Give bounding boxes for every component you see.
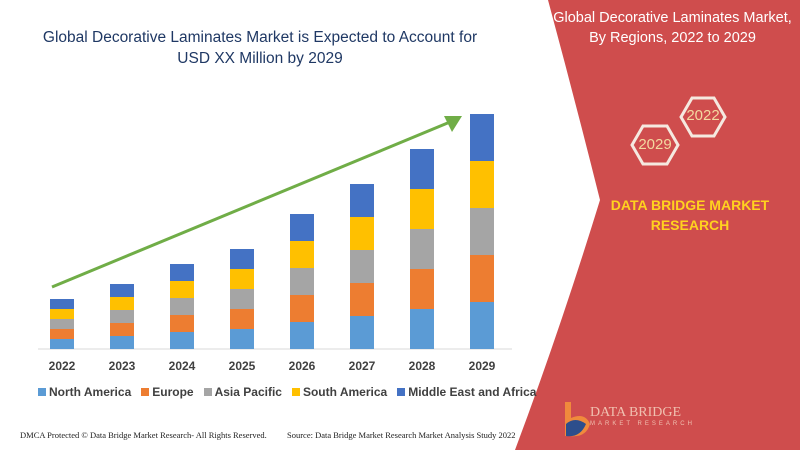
side-panel-title: Global Decorative Laminates Market, By R… [545, 8, 800, 48]
legend: North America Europe Asia Pacific South Ame… [38, 385, 536, 399]
bar-segment-2025-middle-east-and-africa [230, 249, 254, 269]
bar-segment-2023-south-america [110, 297, 134, 310]
bar-segment-2029-south-america [470, 161, 494, 208]
logo-tagline: MARKET RESEARCH [590, 421, 695, 427]
bar-segment-2027-south-america [350, 217, 374, 250]
bar-segment-2027-north-america [350, 316, 374, 349]
hex-label-2029: 2029 [638, 136, 672, 153]
legend-label: Asia Pacific [214, 385, 282, 399]
side-panel-shape [515, 0, 800, 450]
bar-segment-2026-middle-east-and-africa [290, 214, 314, 241]
x-tick-label: 2029 [468, 359, 496, 373]
bar-segment-2023-europe [110, 323, 134, 336]
bar-segment-2022-south-america [50, 309, 74, 319]
source-text: Source: Data Bridge Market Research Mark… [287, 430, 516, 440]
hex-label-2022: 2022 [686, 107, 720, 124]
x-tick-label: 2023 [108, 359, 136, 373]
bar-segment-2029-middle-east-and-africa [470, 114, 494, 161]
title-line-2: USD XX Million by 2029 [177, 50, 343, 67]
logo-name: DATA BRIDGE [590, 405, 682, 420]
title-line-1: Global Decorative Laminates Market is Ex… [42, 29, 478, 46]
legend-label: Middle East and Africa [408, 385, 537, 399]
brand-line-1: DATA BRIDGE MARKET [610, 197, 770, 213]
bar-segment-2025-europe [230, 309, 254, 329]
brand-line-2: RESEARCH [650, 217, 730, 233]
legend-swatch [141, 388, 150, 396]
bar-segment-2028-europe [410, 269, 434, 309]
brand-text: DATA BRIDGE MARKET RESEARCH [610, 195, 770, 235]
bar-segment-2026-asia-pacific [290, 268, 314, 295]
hexagon-2022 [679, 96, 727, 138]
bar-segment-2023-asia-pacific [110, 310, 134, 323]
bar-segment-2028-asia-pacific [410, 229, 434, 269]
x-tick-label: 2024 [168, 359, 196, 373]
bar-segment-2029-asia-pacific [470, 208, 494, 255]
bar-segment-2027-europe [350, 283, 374, 316]
bar-segment-2027-middle-east-and-africa [350, 184, 374, 217]
legend-label: South America [302, 385, 388, 399]
bar-segment-2029-europe [470, 255, 494, 302]
bar-segment-2026-north-america [290, 322, 314, 349]
trend-arrow [51, 120, 451, 289]
bar-segment-2024-north-america [170, 332, 194, 349]
bar-segment-2024-europe [170, 315, 194, 332]
legend-swatch [38, 388, 46, 396]
bar-segment-2027-asia-pacific [350, 250, 374, 283]
chart-title: Global Decorative Laminates Market is Ex… [20, 27, 500, 69]
bar-segment-2024-middle-east-and-africa [170, 264, 194, 281]
legend-swatch [203, 388, 212, 396]
bar-segment-2022-europe [50, 329, 74, 339]
bar-segment-2023-north-america [110, 336, 134, 349]
bar-segment-2028-middle-east-and-africa [410, 149, 434, 189]
bar-segment-2025-asia-pacific [230, 289, 254, 309]
data-bridge-logo-icon [565, 402, 590, 437]
legend-label: North America [49, 385, 132, 399]
x-tick-label: 2028 [408, 359, 436, 373]
legend-item: Asia Pacific [203, 385, 282, 399]
x-tick-label: 2022 [48, 359, 76, 373]
hexagon-2029 [630, 124, 680, 166]
legend-item: Europe [141, 385, 194, 399]
legend-item: North America [38, 385, 131, 399]
bar-segment-2024-asia-pacific [170, 298, 194, 315]
trend-arrowhead [444, 116, 462, 132]
bar-segment-2024-south-america [170, 281, 194, 298]
bar-segment-2028-north-america [410, 309, 434, 349]
x-tick-label: 2025 [228, 359, 256, 373]
bar-segment-2029-north-america [470, 302, 494, 349]
bar-segment-2025-south-america [230, 269, 254, 289]
bar-segment-2022-north-america [50, 339, 74, 349]
bar-segment-2026-europe [290, 295, 314, 322]
side-title-line-2: By Regions, 2022 to 2029 [589, 30, 756, 46]
legend-item: South America [291, 385, 388, 399]
legend-swatch [291, 388, 300, 396]
bar-segment-2025-north-america [230, 329, 254, 349]
copyright-text: DMCA Protected © Data Bridge Market Rese… [20, 430, 267, 440]
bar-segment-2028-south-america [410, 189, 434, 229]
bar-segment-2023-middle-east-and-africa [110, 284, 134, 297]
legend-item: Middle East and Africa [397, 385, 536, 399]
legend-swatch [397, 388, 406, 396]
legend-label: Europe [152, 385, 194, 399]
side-title-line-1: Global Decorative Laminates Market, [553, 10, 792, 26]
x-tick-label: 2027 [348, 359, 376, 373]
x-tick-label: 2026 [288, 359, 316, 373]
bar-segment-2022-middle-east-and-africa [50, 299, 74, 309]
bar-segment-2026-south-america [290, 241, 314, 268]
bar-segment-2022-asia-pacific [50, 319, 74, 329]
